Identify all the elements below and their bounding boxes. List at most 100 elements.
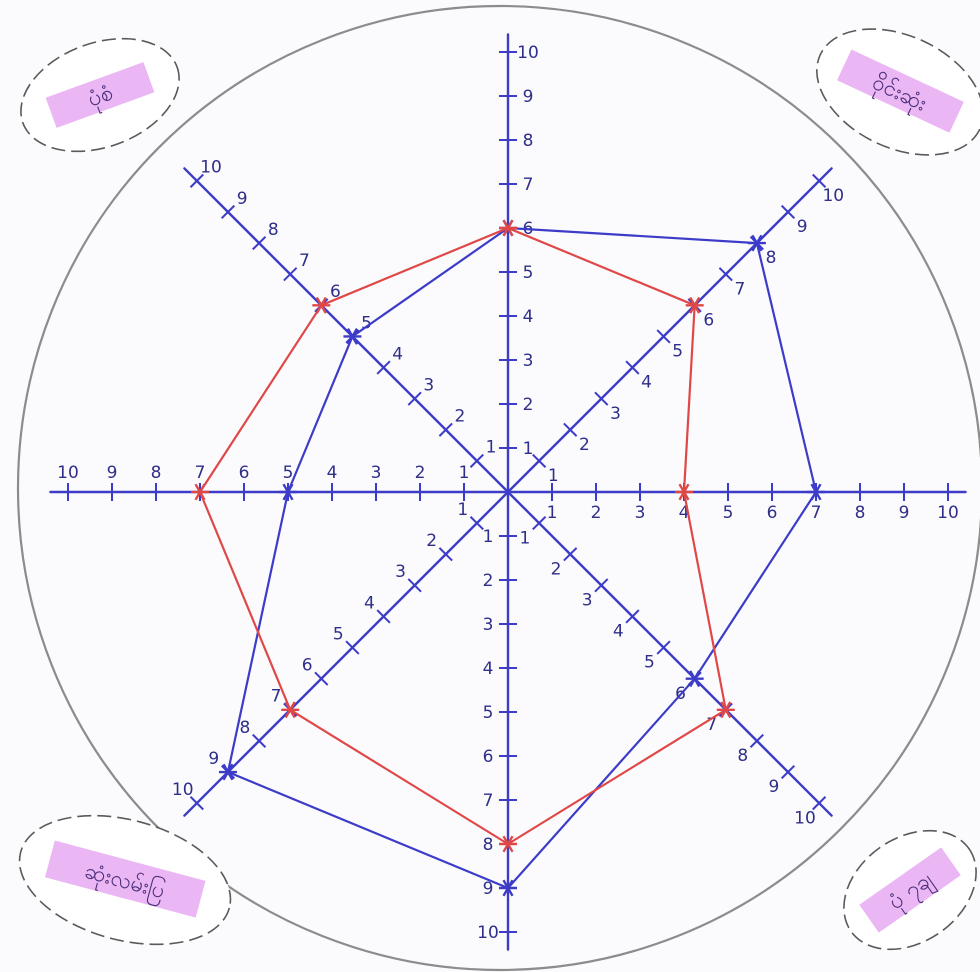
axis-7-tick-10 [189, 173, 204, 188]
axis-0-tick-label-1: 1 [523, 439, 534, 459]
axis-2-tick-label-9: 9 [899, 503, 910, 523]
series-1-point-4 [499, 835, 517, 853]
series-0-polygon [226, 226, 818, 890]
series-1-point-0 [499, 219, 517, 237]
axis-3-tick-label-1: 1 [520, 528, 531, 548]
axis-5-tick-label-1: 1 [457, 500, 468, 520]
axis-3-tick-8 [749, 733, 764, 748]
axis-1-tick-7 [718, 267, 733, 282]
axis-1-tick-label-4: 4 [641, 373, 652, 393]
axis-5-tick-6 [314, 671, 329, 686]
axis-2-tick-label-5: 5 [723, 503, 734, 523]
axis-3-tick-label-7: 7 [706, 715, 717, 735]
axis-3-tick-10 [812, 796, 827, 811]
axis-1-tick-label-1: 1 [548, 466, 559, 486]
axis-3-tick-label-8: 8 [737, 746, 748, 766]
axis-2-tick-label-3: 3 [635, 503, 646, 523]
axis-4-tick-label-4: 4 [483, 659, 494, 679]
axis-3-tick-label-3: 3 [582, 590, 593, 610]
axis-5-tick-2 [438, 547, 453, 562]
axis-5-tick-label-5: 5 [333, 624, 344, 644]
series-1-point-1 [685, 296, 704, 314]
axis-line-5 [183, 490, 510, 817]
axis-5-tick-label-8: 8 [240, 718, 251, 738]
series-0-point-7 [343, 328, 362, 345]
axis-5-tick-label-10: 10 [172, 780, 194, 800]
axis-5-tick-5 [345, 640, 360, 655]
axis-4-tick-label-1: 1 [483, 527, 494, 547]
axis-7-tick-label-2: 2 [455, 407, 466, 427]
axis-4-tick-label-6: 6 [483, 747, 494, 767]
axis-0-tick-label-5: 5 [523, 263, 534, 283]
axis-7-tick-label-5: 5 [361, 313, 372, 333]
axis-7-tick-label-8: 8 [268, 220, 279, 240]
axis-5-tick-label-2: 2 [426, 531, 437, 551]
axis-5-tick-label-7: 7 [271, 687, 282, 707]
axis-1-tick-5 [656, 329, 671, 344]
axis-4-tick-label-10: 10 [477, 923, 499, 943]
axis-1-tick-2 [563, 422, 578, 437]
axis-5-tick-4 [376, 609, 391, 624]
series-layer [191, 219, 825, 897]
corner-cloud-bottom-left: ဆုံးလမ်းပြ [18, 814, 232, 946]
axis-3-tick-9 [780, 764, 796, 780]
axis-1-tick-label-2: 2 [579, 435, 590, 455]
series-0-point-3 [685, 670, 704, 688]
axis-1-tick-9 [780, 204, 796, 220]
axis-7-tick-4 [376, 360, 391, 375]
axis-line-1 [506, 167, 833, 494]
axis-5-tick-label-6: 6 [302, 656, 313, 676]
series-0-point-1 [747, 234, 766, 252]
axis-4-tick-label-3: 3 [483, 615, 494, 635]
axis-1-tick-4 [625, 360, 640, 375]
axis-6-tick-label-5: 5 [283, 463, 294, 483]
axis-7-tick-label-10: 10 [200, 158, 222, 178]
series-1-point-5 [281, 701, 300, 719]
axis-3-tick-2 [563, 547, 578, 562]
axis-3-tick-5 [656, 640, 671, 655]
axis-7-tick-7 [283, 267, 298, 282]
axis-5-tick-label-3: 3 [395, 562, 406, 582]
axis-5-tick-1 [469, 516, 484, 531]
axis-4-tick-label-8: 8 [483, 835, 494, 855]
axis-2-tick-label-6: 6 [767, 503, 778, 523]
series-0-point-6 [279, 483, 297, 501]
axis-0-tick-label-10: 10 [517, 43, 539, 63]
axis-6-tick-label-8: 8 [151, 463, 162, 483]
axis-5-tick-10 [189, 796, 204, 811]
axis-2-tick-label-1: 1 [547, 503, 558, 523]
axis-4-tick-label-2: 2 [483, 571, 494, 591]
axis-1-tick-3 [594, 391, 609, 406]
axis-line-7 [183, 167, 510, 494]
axis-0-tick-label-4: 4 [523, 307, 534, 327]
axis-0-tick-label-7: 7 [523, 175, 534, 195]
corner-cloud-top-right: ဝိုင်းဆုံး [816, 28, 980, 156]
axis-4-tick-label-5: 5 [483, 703, 494, 723]
axis-3-tick-label-5: 5 [644, 653, 655, 673]
axis-7-tick-label-7: 7 [299, 251, 310, 271]
axis-5-tick-label-4: 4 [364, 593, 375, 613]
axis-1-tick-1 [532, 453, 547, 468]
axis-line-3 [506, 490, 833, 817]
axis-2-tick-label-2: 2 [591, 503, 602, 523]
axis-1-tick-label-3: 3 [610, 404, 621, 424]
axis-7-tick-8 [252, 236, 267, 251]
axis-7-tick-label-3: 3 [423, 376, 434, 396]
axis-3-tick-label-4: 4 [613, 622, 624, 642]
axis-1-tick-label-8: 8 [766, 248, 777, 268]
axis-3-tick-4 [625, 609, 640, 624]
series-1-point-2 [675, 483, 693, 501]
axis-7-tick-label-4: 4 [392, 344, 403, 364]
corner-cloud-top-left: ပုံစံ [20, 37, 180, 153]
axis-5-tick-8 [252, 733, 267, 748]
series-1-point-3 [716, 701, 735, 719]
series-1-point-7 [312, 296, 331, 314]
axis-0-tick-label-9: 9 [523, 87, 534, 107]
axis-6-tick-label-7: 7 [195, 463, 206, 483]
series-1-point-6 [191, 483, 209, 501]
axis-5-tick-label-9: 9 [208, 749, 219, 769]
axis-0-tick-label-2: 2 [523, 395, 534, 415]
axis-7-tick-label-1: 1 [486, 438, 497, 458]
